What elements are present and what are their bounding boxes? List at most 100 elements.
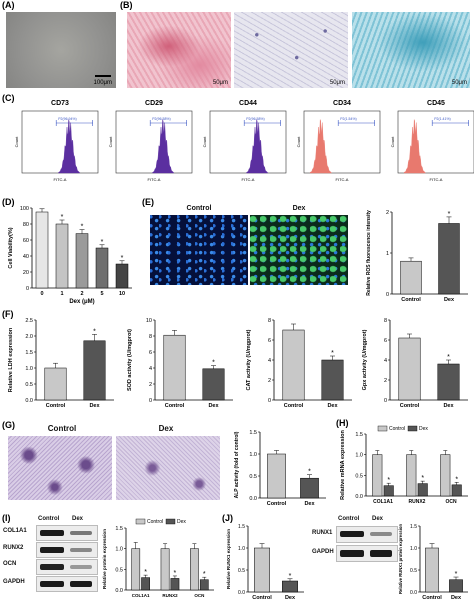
panel-b-stain-blue: 50μm: [352, 12, 470, 88]
sig-star: *: [448, 211, 451, 218]
y-axis-label: CAT activity (U/mgprot): [246, 329, 252, 390]
x-tick-label: Control: [267, 501, 287, 507]
y-axis-label: Cell Viability(%): [8, 227, 14, 268]
flow-peak-cd73: [58, 119, 81, 174]
y-tick-label: 4: [384, 358, 387, 364]
y-tick-label: 2: [386, 210, 389, 216]
flow-xlabel: FITC-A: [148, 177, 161, 182]
bar-dex: [199, 579, 209, 591]
y-tick-label: 1.5: [249, 430, 257, 436]
x-tick-label: RUNX2: [162, 593, 178, 598]
flow-frame-cd44: [209, 110, 287, 174]
sig-star: *: [212, 360, 215, 367]
legend-swatch: [135, 518, 146, 525]
flow-xlabel: FITC-A: [54, 177, 67, 182]
i-row-gapdh: GAPDH: [3, 579, 25, 585]
i-row-runx2: RUNX2: [3, 545, 24, 551]
sig-star: *: [308, 469, 311, 476]
y-tick-label: 0.5: [410, 568, 417, 574]
y-tick-label: 1.0: [115, 547, 123, 553]
flow-ylabel: Count: [390, 136, 395, 148]
sig-star: *: [455, 571, 458, 578]
bar: [437, 363, 460, 401]
flow-gate-label: P2(96.58%): [152, 117, 170, 121]
y-tick-label: 2: [149, 382, 152, 388]
y-tick-label: 0.0: [249, 496, 257, 502]
sig-star: *: [174, 570, 177, 577]
panel-label-a: (A): [2, 0, 15, 10]
j-blot-runx1: [336, 526, 398, 543]
bar-control: [131, 548, 141, 591]
y-tick-label: 8: [149, 334, 152, 340]
y-tick-label: 8: [268, 318, 271, 324]
y-tick-label: 1.5: [238, 524, 245, 530]
flow-title-cd73: CD73: [51, 100, 69, 107]
panel-c-flow: CD73 P2(96.94%) FITC-A Count CD29 P2(96.58%) F…: [0, 93, 474, 193]
y-tick-label: 10: [146, 318, 152, 324]
panel-g-alp-dex: [116, 436, 220, 500]
sig-star: *: [81, 224, 84, 231]
flow-title-cd45: CD45: [427, 100, 445, 107]
flow-xlabel: FITC-A: [336, 177, 349, 182]
bar: [449, 579, 463, 593]
x-tick-label: Dex: [443, 403, 454, 409]
bar-control: [372, 454, 383, 497]
x-axis-label: Dex (μM): [69, 299, 94, 305]
legend-swatch: [377, 425, 388, 432]
sig-star: *: [101, 239, 104, 246]
y-tick-label: 1.0: [355, 453, 363, 459]
x-tick-label: Control: [165, 403, 185, 409]
e-title-dex: Dex: [292, 205, 306, 212]
x-tick-label: Dex: [451, 595, 462, 601]
flow-peak-cd45: [403, 119, 426, 174]
bar-control: [440, 454, 451, 497]
x-tick-label: Dex: [304, 501, 315, 507]
y-tick-label: 4: [149, 366, 152, 372]
i-row-col1a1: COL1A1: [3, 528, 27, 534]
bar-control: [406, 454, 417, 497]
y-tick-label: 40: [23, 254, 29, 260]
chart-j-runx1-protein: 0.0 0.5 1.0 1.5 Relative RUNX1 protein expre…: [398, 524, 468, 601]
bar: [398, 337, 421, 401]
y-tick-label: 6: [384, 338, 387, 344]
sig-star: *: [447, 354, 450, 361]
j-row-runx1: RUNX1: [312, 530, 333, 536]
flow-ylabel: Count: [14, 136, 19, 148]
y-axis-label: Relative RUNX1 expression: [226, 529, 231, 589]
panel-e-ros-dex: [250, 215, 348, 285]
chart-h-mrna: 0.0 0.5 1.0 1.5 Relative mRNA expression * COL…: [340, 425, 468, 505]
sig-star: *: [61, 214, 64, 221]
y-tick-label: 0: [149, 398, 152, 404]
legend-label: Control: [147, 519, 163, 525]
y-axis-label: Relative RUNX1 protein expression: [398, 524, 403, 594]
y-tick-label: 0.5: [355, 473, 363, 479]
sig-star: *: [289, 573, 292, 580]
y-tick-label: 1.0: [410, 546, 417, 552]
flow-gate-label: P2(96.58%): [246, 117, 264, 121]
y-tick-label: 6: [149, 350, 152, 356]
y-tick-label: 0.0: [355, 494, 363, 500]
x-tick-label: Control: [401, 297, 421, 303]
flow-ylabel: Count: [108, 136, 113, 148]
i-blot-gapdh: [36, 576, 98, 592]
panel-label-b: (B): [120, 0, 133, 10]
panel-e-ros-control: [150, 215, 248, 285]
x-tick-label: 10: [119, 291, 125, 297]
g-title-control: Control: [47, 424, 77, 433]
y-tick-label: 0: [26, 286, 29, 292]
sig-star: *: [144, 569, 147, 576]
panel-label-j: (J): [222, 513, 233, 523]
y-axis-label: SOD activity (U/mgprot): [127, 329, 133, 391]
i-blot-col1a1: [36, 525, 98, 541]
x-tick-label: Dex: [89, 403, 100, 409]
x-tick-label: 1: [60, 291, 63, 297]
y-axis-label: Relative protein expression: [102, 529, 107, 589]
panel-label-f: (F): [2, 309, 14, 319]
x-tick-label: Control: [252, 595, 272, 601]
scale-bar-b2: 50μm: [329, 80, 345, 86]
bar-control: [160, 548, 170, 591]
panel-label-c: (C): [2, 93, 15, 103]
panel-b-stain-pink: 50μm: [127, 12, 231, 88]
j-row-gapdh: GAPDH: [312, 549, 334, 555]
y-axis-label: Relative LDH expression: [8, 327, 14, 392]
